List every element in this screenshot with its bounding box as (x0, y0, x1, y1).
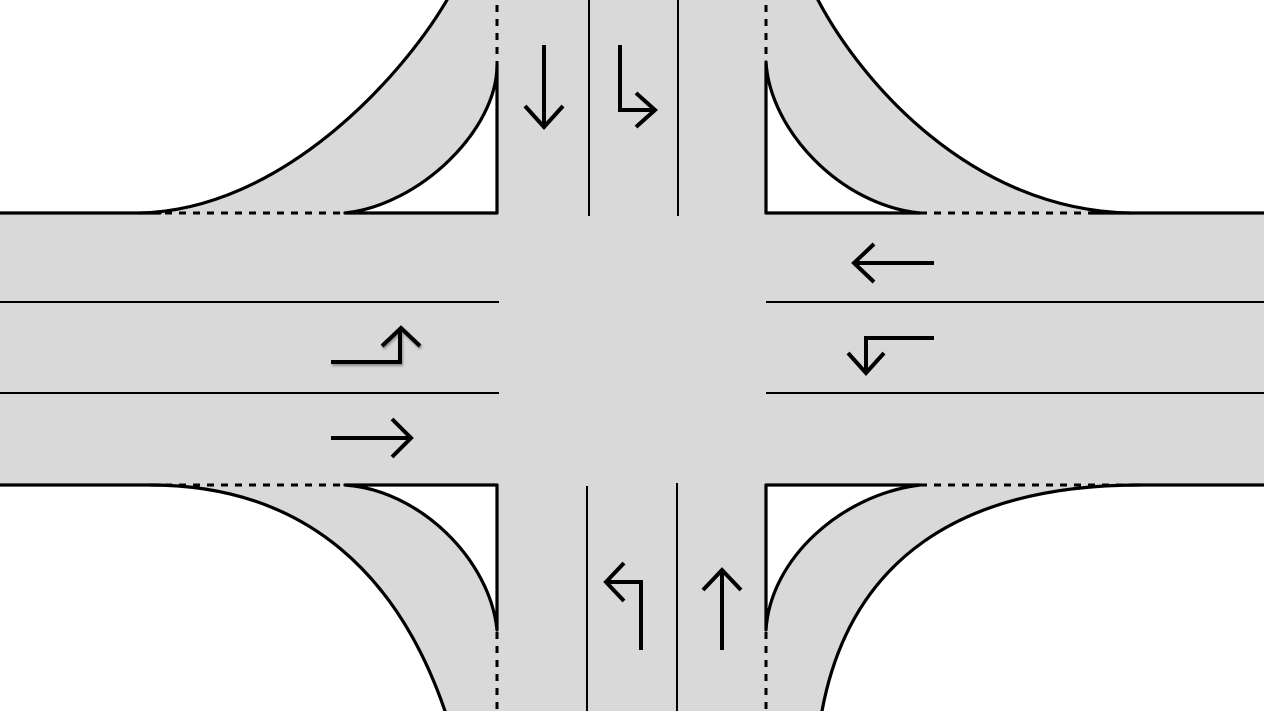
dashed-lines (165, 5, 1130, 711)
arrow-north-through (523, 45, 565, 130)
arrow-north-right-turn (618, 45, 658, 129)
horizontal-road (0, 213, 1264, 485)
curve-outer-bottom-left (148, 483, 447, 711)
island-edge-bottom-left (343, 483, 499, 632)
island-bottom-left (345, 485, 497, 630)
arrow-south-left-turn (603, 561, 643, 650)
island-edge-bottom-right (764, 483, 922, 632)
slip-road-bottom-left (150, 485, 497, 711)
lane-arrows (331, 45, 934, 650)
slip-road-top-right (766, 0, 1130, 213)
island-top-left (345, 65, 497, 213)
island-top-right (766, 62, 920, 213)
curve-outer-top-right (816, 0, 1132, 215)
curve-outer-bottom-right (820, 483, 1142, 711)
slip-road-top-left (140, 0, 497, 213)
islands (345, 62, 920, 630)
island-edge-top-left (343, 63, 499, 215)
curve-outer-top-left (138, 0, 449, 215)
island-edge-top-right (764, 60, 922, 215)
arrow-east-left-turn (846, 336, 934, 376)
slip-road-bottom-right (766, 485, 1140, 711)
island-bottom-right (766, 485, 920, 630)
arrow-west-left-turn (331, 325, 422, 364)
arrow-east-through (851, 242, 934, 284)
arrow-south-through (701, 567, 743, 650)
arrow-west-through (331, 417, 414, 459)
